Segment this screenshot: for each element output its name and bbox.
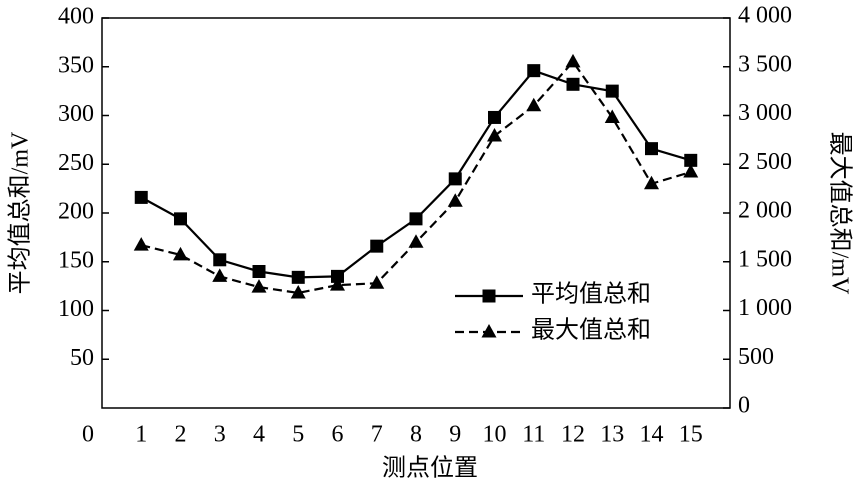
- marker: [605, 84, 619, 98]
- y2-tick-label: 500: [738, 344, 774, 370]
- y2-axis-label: 最大值总和/mV: [826, 132, 853, 295]
- y2-tick-label: 3 500: [738, 51, 792, 77]
- x-tick-label: 12: [561, 422, 585, 448]
- marker: [488, 110, 501, 124]
- y2-tick-label: 4 000: [738, 3, 792, 29]
- y2-tick-label: 2 000: [738, 198, 792, 224]
- marker: [213, 253, 227, 267]
- marker: [527, 64, 541, 78]
- x-tick-label: 15: [679, 422, 703, 448]
- marker: [331, 269, 344, 283]
- x-tick-label: 1: [135, 422, 147, 448]
- marker: [369, 275, 385, 289]
- x-axis-label: 测点位置: [382, 455, 478, 482]
- x-tick-label: 8: [410, 422, 422, 448]
- marker: [644, 175, 659, 190]
- marker: [409, 212, 423, 226]
- legend-marker: [482, 289, 496, 303]
- marker: [174, 212, 187, 226]
- x-tick-label: 9: [449, 422, 461, 448]
- y2-tick-label: 2 500: [738, 149, 792, 175]
- y2-tick-label: 0: [738, 393, 750, 419]
- y-tick-label: 250: [58, 150, 94, 176]
- marker: [526, 97, 542, 112]
- x-tick-label: 3: [214, 422, 226, 448]
- marker: [645, 142, 658, 156]
- x-tick-label: 10: [483, 422, 507, 448]
- legend-marker: [481, 324, 497, 338]
- legend-label: 最大值总和: [531, 317, 651, 344]
- x-tick-label: 0: [82, 422, 94, 448]
- marker: [252, 265, 266, 278]
- y-tick-label: 300: [58, 101, 94, 127]
- y-tick-label: 150: [58, 247, 94, 273]
- x-tick-label: 13: [600, 422, 624, 448]
- marker: [487, 127, 502, 142]
- marker: [370, 239, 384, 253]
- x-tick-label: 11: [522, 422, 545, 448]
- y-tick-label: 400: [58, 4, 94, 30]
- marker: [565, 53, 581, 68]
- marker: [330, 277, 345, 291]
- y-tick-label: 350: [58, 52, 94, 78]
- marker: [290, 284, 306, 299]
- marker: [448, 172, 462, 186]
- marker: [447, 193, 463, 207]
- marker: [251, 279, 267, 293]
- x-tick-label: 4: [253, 422, 265, 448]
- y2-tick-label: 1 000: [738, 295, 792, 321]
- marker: [291, 270, 305, 284]
- x-tick-label: 7: [371, 422, 383, 448]
- marker: [684, 153, 698, 167]
- marker: [683, 164, 699, 178]
- y-tick-label: 200: [58, 199, 94, 225]
- x-tick-label: 5: [292, 422, 304, 448]
- x-tick-label: 6: [332, 422, 344, 448]
- marker: [134, 190, 148, 204]
- marker: [566, 77, 580, 91]
- marker: [133, 237, 149, 251]
- marker: [604, 109, 620, 123]
- y-tick-label: 100: [58, 296, 94, 322]
- x-tick-label: 14: [640, 422, 664, 448]
- y-axis-label: 平均值总和/mV: [7, 131, 34, 294]
- y2-tick-label: 1 500: [738, 246, 792, 272]
- x-tick-label: 2: [175, 422, 187, 448]
- y2-tick-label: 3 000: [738, 100, 792, 126]
- marker: [212, 268, 228, 282]
- marker: [173, 246, 188, 261]
- y-tick-label: 50: [70, 345, 94, 371]
- marker: [408, 234, 424, 248]
- legend-label: 平均值总和: [531, 281, 651, 308]
